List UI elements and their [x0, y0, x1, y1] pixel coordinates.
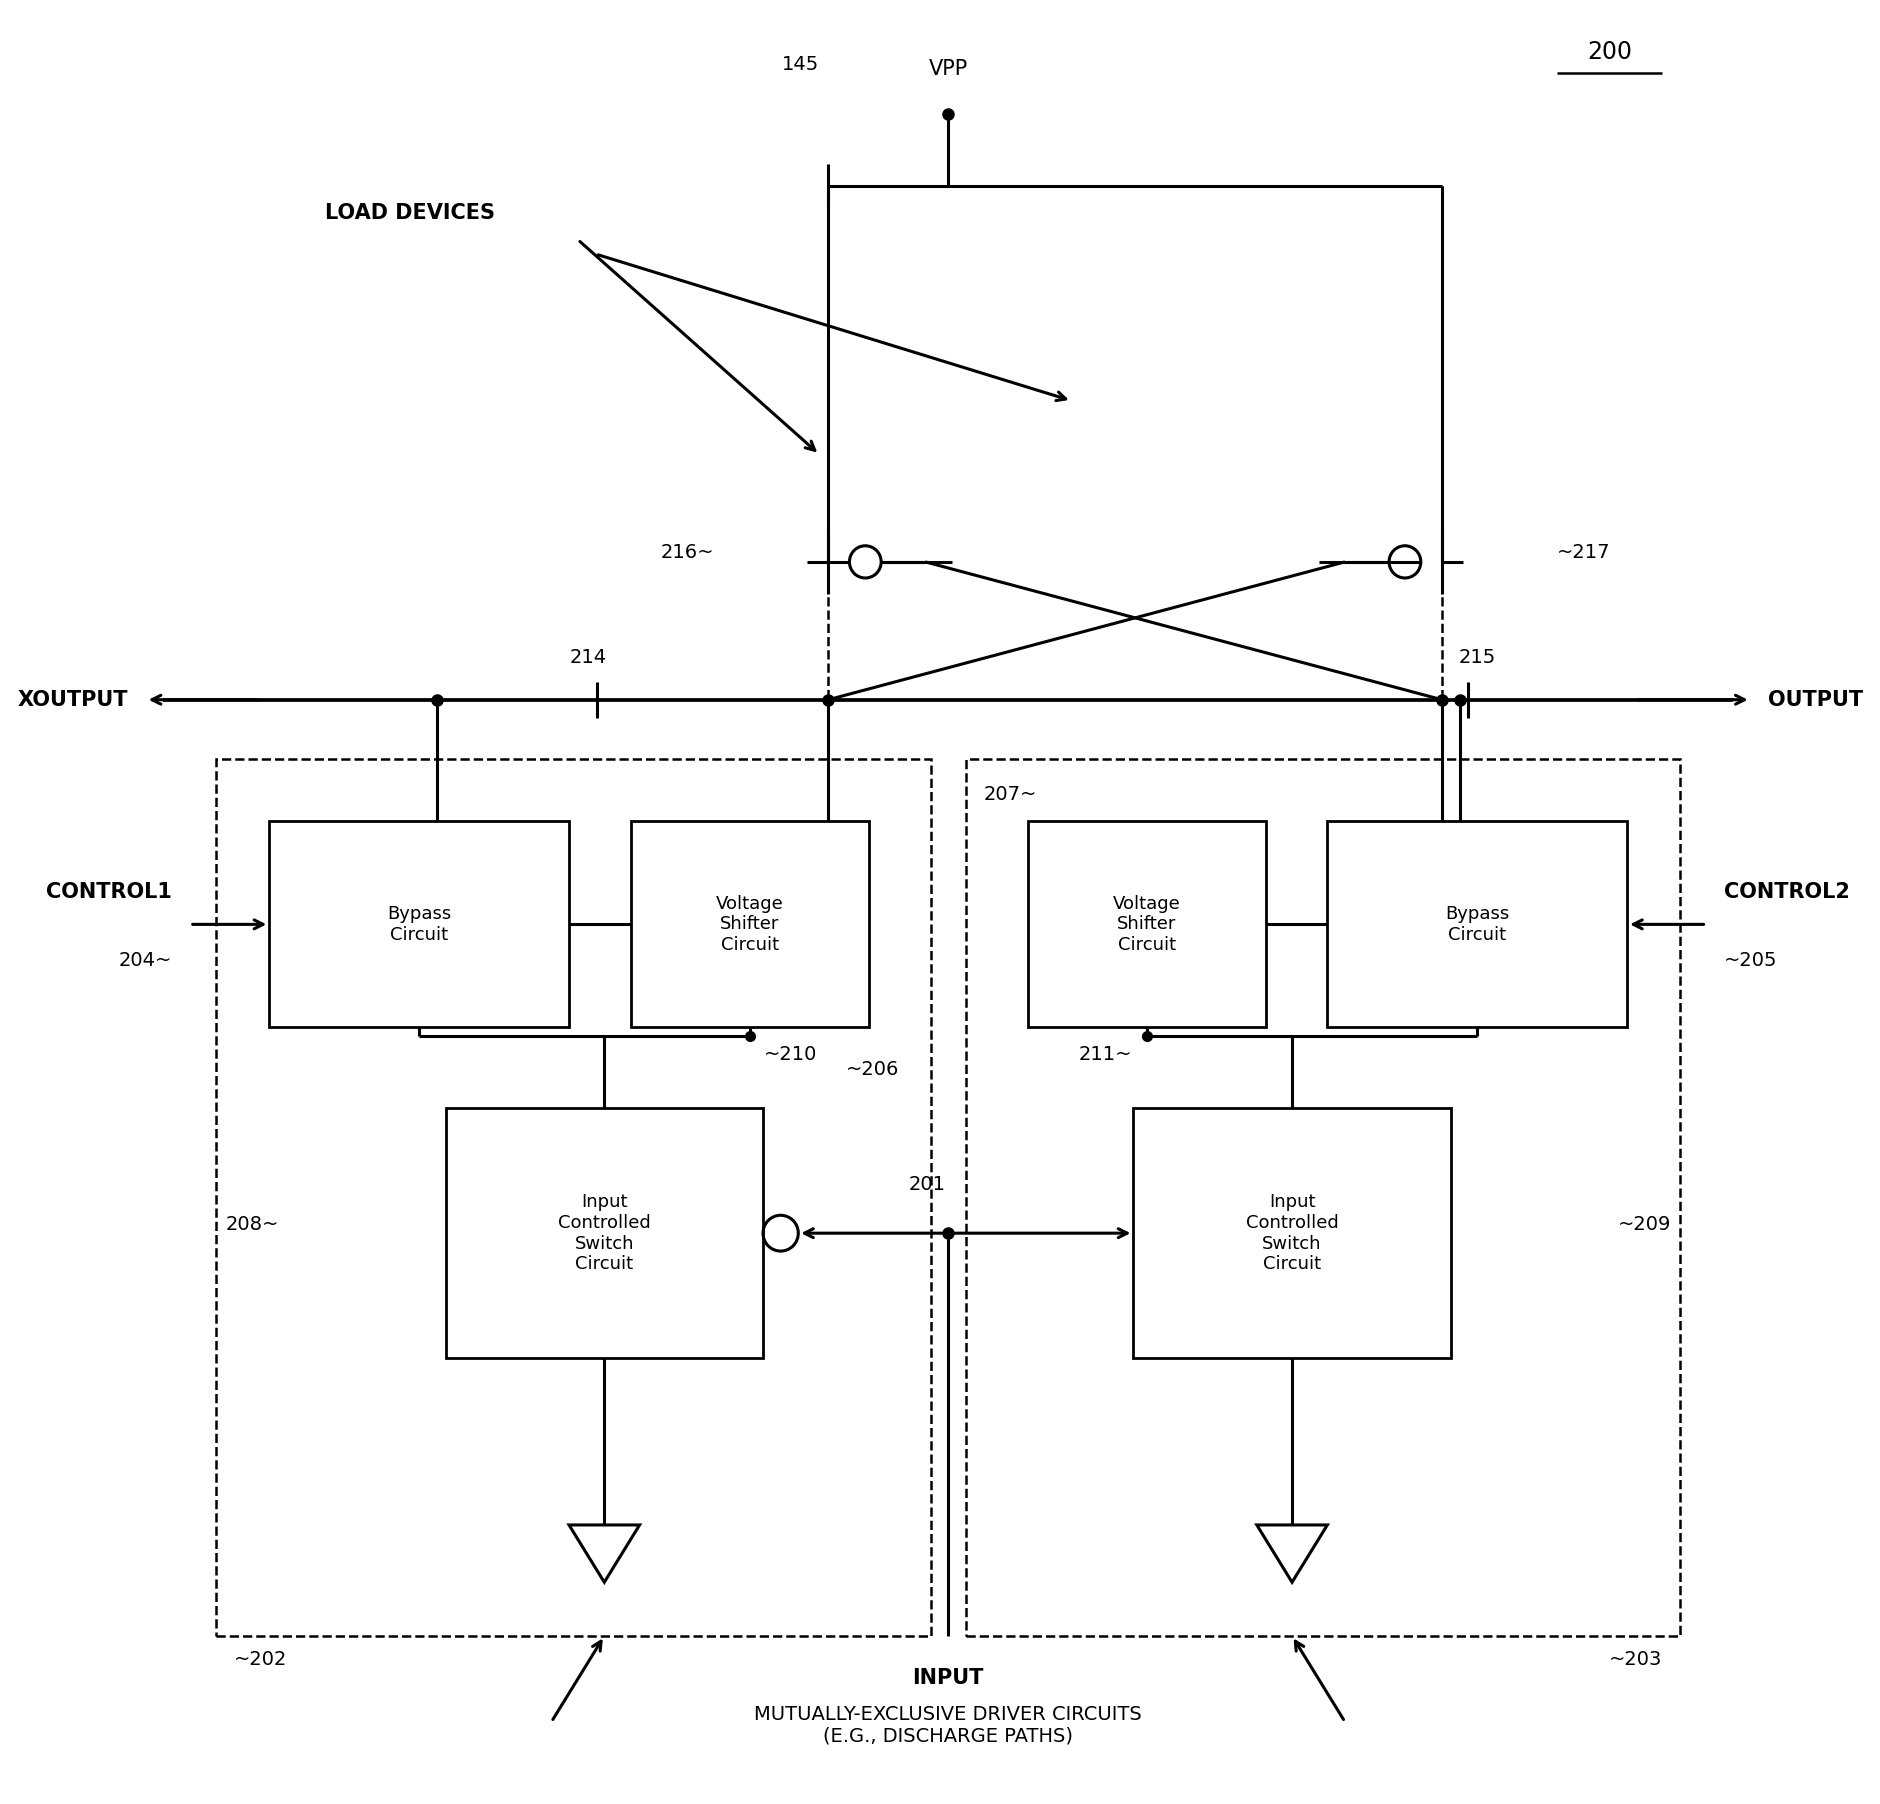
Text: Bypass
Circuit: Bypass Circuit: [1444, 906, 1508, 943]
Text: 207~: 207~: [983, 785, 1036, 803]
Text: ~209: ~209: [1617, 1214, 1669, 1234]
Text: 145: 145: [782, 54, 820, 74]
Text: 211~: 211~: [1079, 1045, 1132, 1064]
Text: MUTUALLY-EXCLUSIVE DRIVER CIRCUITS
(E.G., DISCHARGE PATHS): MUTUALLY-EXCLUSIVE DRIVER CIRCUITS (E.G.…: [754, 1705, 1141, 1746]
Text: ~202: ~202: [233, 1651, 288, 1669]
Text: Voltage
Shifter
Circuit: Voltage Shifter Circuit: [716, 895, 784, 954]
Text: LOAD DEVICES: LOAD DEVICES: [325, 202, 494, 224]
Text: ~206: ~206: [846, 1059, 899, 1079]
Text: ~205: ~205: [1724, 951, 1777, 971]
Text: 204~: 204~: [118, 951, 173, 971]
Text: XOUTPUT: XOUTPUT: [17, 689, 128, 709]
Text: Bypass
Circuit: Bypass Circuit: [387, 906, 451, 943]
Text: Input
Controlled
Switch
Circuit: Input Controlled Switch Circuit: [1245, 1192, 1339, 1274]
Bar: [269, 821, 570, 1026]
Text: INPUT: INPUT: [912, 1669, 983, 1689]
Text: 201: 201: [908, 1174, 946, 1194]
Bar: [1327, 821, 1626, 1026]
Text: 208~: 208~: [226, 1214, 278, 1234]
Bar: [446, 1108, 763, 1358]
Text: Voltage
Shifter
Circuit: Voltage Shifter Circuit: [1113, 895, 1181, 954]
Text: CONTROL2: CONTROL2: [1724, 882, 1850, 902]
Text: CONTROL1: CONTROL1: [47, 882, 173, 902]
Text: Input
Controlled
Switch
Circuit: Input Controlled Switch Circuit: [558, 1192, 650, 1274]
Bar: [1134, 1108, 1449, 1358]
Text: 200: 200: [1587, 40, 1632, 63]
Bar: [964, 759, 1679, 1636]
Text: 216~: 216~: [660, 543, 713, 563]
Text: VPP: VPP: [929, 58, 968, 79]
Bar: [1026, 821, 1265, 1026]
Text: ~217: ~217: [1557, 543, 1609, 563]
Bar: [630, 821, 869, 1026]
Text: ~210: ~210: [763, 1045, 816, 1064]
Text: 214: 214: [570, 648, 607, 667]
Bar: [216, 759, 931, 1636]
Text: OUTPUT: OUTPUT: [1767, 689, 1863, 709]
Text: ~203: ~203: [1607, 1651, 1662, 1669]
Text: 215: 215: [1457, 648, 1495, 667]
